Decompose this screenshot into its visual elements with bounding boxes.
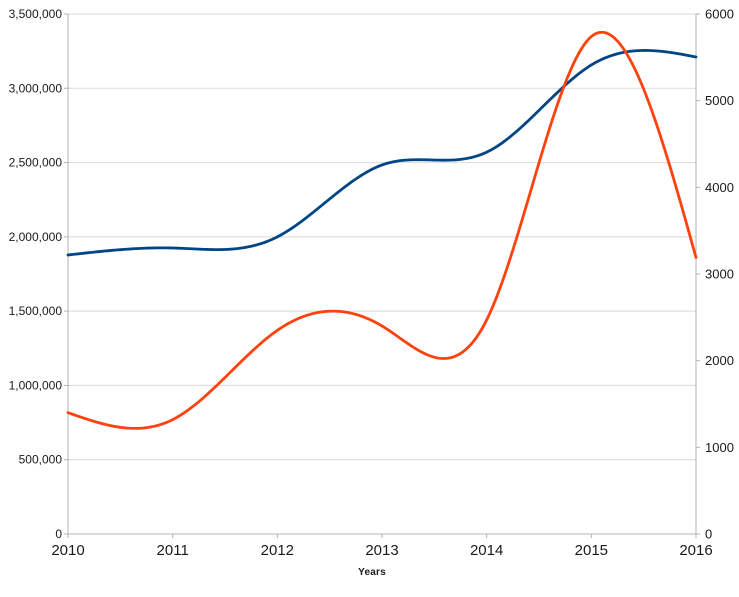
x-tick-label: 2010 <box>51 542 84 559</box>
y-right-tick-label: 2000 <box>705 353 734 368</box>
y-right-tick-label: 4000 <box>705 180 734 195</box>
x-tick-label: 2013 <box>365 542 398 559</box>
x-tick-label: 2015 <box>575 542 608 559</box>
x-tick-label: 2014 <box>470 542 503 559</box>
x-axis-title: Years <box>358 567 386 578</box>
x-tick-label: 2016 <box>679 542 712 559</box>
y-left-tick-label: 2,500,000 <box>9 156 63 170</box>
y-right-tick-label: 1000 <box>705 440 734 455</box>
red-series-line <box>66 30 698 430</box>
y-left-tick-label: 2,000,000 <box>9 230 63 244</box>
y-left-tick-label: 1,000,000 <box>9 378 63 392</box>
y-right-tick-label: 5000 <box>705 93 734 108</box>
x-tick-label: 2012 <box>261 542 294 559</box>
y-right-tick-label: 6000 <box>705 7 734 22</box>
y-left-tick-label: 3,500,000 <box>9 7 63 21</box>
y-left-tick-label: 3,000,000 <box>9 81 63 95</box>
blue-series-line <box>66 49 698 257</box>
y-left-tick-label: 500,000 <box>19 453 63 467</box>
y-right-tick-label: 3000 <box>705 267 734 282</box>
y-left-tick-label: 1,500,000 <box>9 304 63 318</box>
y-left-tick-label: 0 <box>55 527 62 541</box>
y-right-tick-label: 0 <box>705 527 712 542</box>
x-tick-label: 2011 <box>157 542 189 559</box>
